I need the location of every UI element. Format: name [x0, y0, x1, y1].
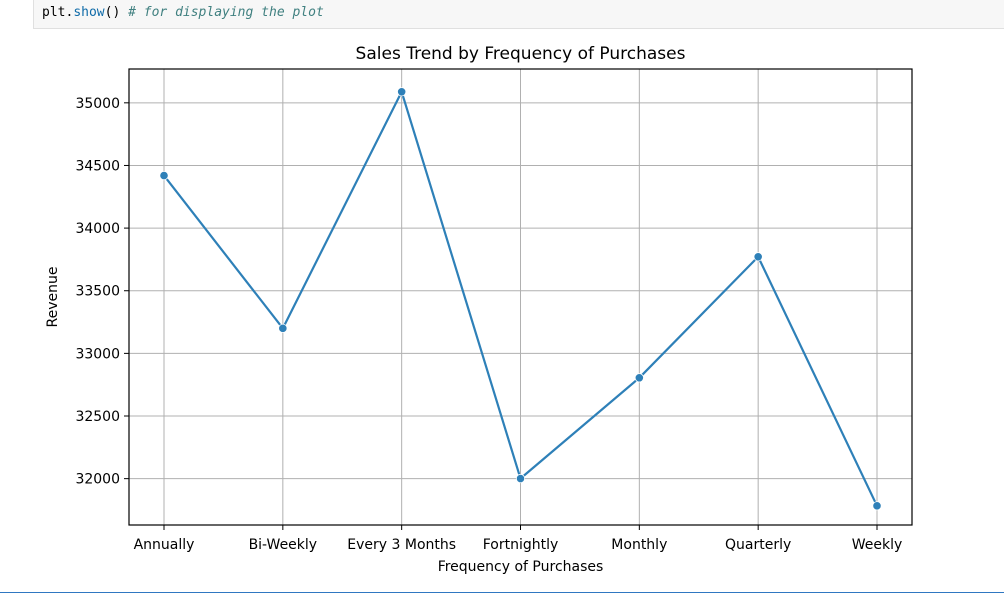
y-tick-label: 32500 [75, 409, 120, 425]
code-cell[interactable]: plt.show() # for displaying the plot [33, 0, 1004, 29]
y-axis-ticks: 32000 32500 33000 33500 34000 34500 35000 [75, 96, 129, 488]
code-call-parens: () [104, 5, 121, 20]
data-series [159, 87, 882, 511]
code-comment: # for displaying the plot [128, 5, 324, 20]
data-point [634, 373, 644, 383]
y-tick-label: 34500 [75, 158, 120, 174]
y-axis-label: Revenue [45, 267, 61, 328]
cell-divider [0, 592, 1004, 593]
y-tick-label: 35000 [75, 96, 120, 112]
data-point [872, 501, 882, 511]
grid-lines [129, 69, 912, 525]
x-tick-label: Annually [134, 537, 195, 553]
x-tick-label: Quarterly [725, 537, 791, 553]
y-tick-label: 33000 [75, 346, 120, 362]
x-tick-label: Bi-Weekly [249, 537, 318, 553]
code-line: plt.show() # for displaying the plot [42, 5, 324, 21]
data-point [278, 323, 288, 333]
x-tick-label: Monthly [611, 537, 667, 553]
y-tick-label: 34000 [75, 221, 120, 237]
chart-title: Sales Trend by Frequency of Purchases [356, 44, 686, 64]
y-tick-label: 32000 [75, 472, 120, 488]
data-point [397, 87, 407, 97]
data-point [753, 252, 763, 262]
x-tick-label: Every 3 Months [347, 537, 456, 553]
code-call-function: show [73, 5, 105, 20]
code-call-prefix: plt. [42, 5, 74, 20]
x-tick-label: Fortnightly [483, 537, 559, 553]
x-axis-ticks: Annually Bi-Weekly Every 3 Months Fortnight… [134, 525, 903, 553]
x-tick-label: Weekly [852, 537, 903, 553]
data-point [515, 473, 526, 484]
data-point [159, 171, 169, 181]
y-tick-label: 33500 [75, 284, 120, 300]
x-axis-label: Frequency of Purchases [438, 559, 604, 575]
